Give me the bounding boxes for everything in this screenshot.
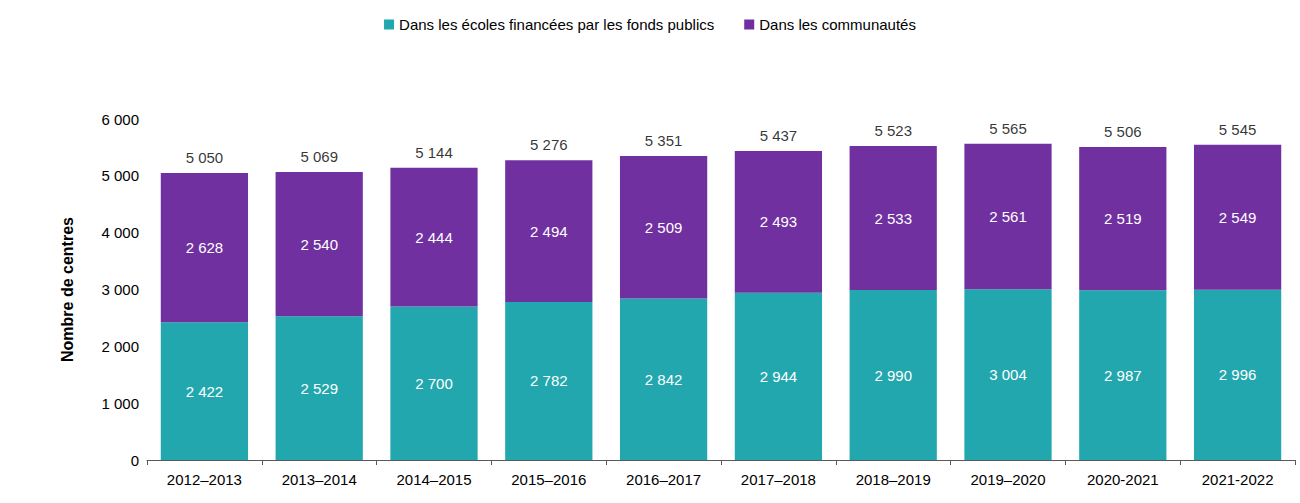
- svg-text:5 351: 5 351: [645, 132, 683, 149]
- svg-text:2 422: 2 422: [186, 383, 224, 400]
- svg-text:2014–2015: 2014–2015: [396, 471, 471, 488]
- svg-text:6 000: 6 000: [101, 111, 139, 128]
- svg-text:5 050: 5 050: [186, 149, 224, 166]
- svg-text:2015–2016: 2015–2016: [511, 471, 586, 488]
- svg-text:4 000: 4 000: [101, 224, 139, 241]
- svg-text:2017–2018: 2017–2018: [741, 471, 816, 488]
- svg-text:2 700: 2 700: [415, 375, 453, 392]
- svg-text:2 782: 2 782: [530, 372, 568, 389]
- svg-text:2 540: 2 540: [300, 236, 338, 253]
- svg-text:2 000: 2 000: [101, 338, 139, 355]
- svg-text:2013–2014: 2013–2014: [282, 471, 357, 488]
- svg-text:5 000: 5 000: [101, 167, 139, 184]
- svg-text:Nombre de centres: Nombre de centres: [59, 217, 76, 362]
- svg-text:5 069: 5 069: [300, 148, 338, 165]
- svg-text:2021-2022: 2021-2022: [1202, 471, 1274, 488]
- svg-text:5 276: 5 276: [530, 136, 568, 153]
- svg-text:1 000: 1 000: [101, 395, 139, 412]
- svg-text:2 628: 2 628: [186, 239, 224, 256]
- svg-text:2 533: 2 533: [874, 210, 912, 227]
- svg-text:5 437: 5 437: [760, 127, 798, 144]
- svg-text:2 519: 2 519: [1104, 210, 1142, 227]
- svg-text:2 509: 2 509: [645, 219, 683, 236]
- svg-text:2 561: 2 561: [989, 208, 1027, 225]
- svg-text:Dans les écoles financées par: Dans les écoles financées par les fonds …: [399, 16, 714, 33]
- svg-text:2 493: 2 493: [760, 213, 798, 230]
- svg-text:5 545: 5 545: [1219, 121, 1257, 138]
- svg-text:2 549: 2 549: [1219, 209, 1257, 226]
- svg-text:2012–2013: 2012–2013: [167, 471, 242, 488]
- svg-text:2018–2019: 2018–2019: [856, 471, 931, 488]
- svg-text:2 990: 2 990: [874, 367, 912, 384]
- svg-text:2 529: 2 529: [300, 380, 338, 397]
- svg-text:5 523: 5 523: [874, 122, 912, 139]
- svg-text:2 996: 2 996: [1219, 366, 1257, 383]
- svg-text:2 444: 2 444: [415, 229, 453, 246]
- svg-text:2 842: 2 842: [645, 371, 683, 388]
- svg-text:3 000: 3 000: [101, 281, 139, 298]
- svg-text:2 944: 2 944: [760, 368, 798, 385]
- svg-text:2020-2021: 2020-2021: [1087, 471, 1159, 488]
- svg-text:0: 0: [131, 452, 139, 469]
- svg-text:5 565: 5 565: [989, 120, 1027, 137]
- svg-text:5 144: 5 144: [415, 144, 453, 161]
- svg-text:Dans les communautés: Dans les communautés: [759, 16, 916, 33]
- svg-text:2 987: 2 987: [1104, 367, 1142, 384]
- svg-text:2 494: 2 494: [530, 223, 568, 240]
- svg-text:2019–2020: 2019–2020: [970, 471, 1045, 488]
- svg-text:2016–2017: 2016–2017: [626, 471, 701, 488]
- svg-text:3 004: 3 004: [989, 366, 1027, 383]
- svg-text:5 506: 5 506: [1104, 123, 1142, 140]
